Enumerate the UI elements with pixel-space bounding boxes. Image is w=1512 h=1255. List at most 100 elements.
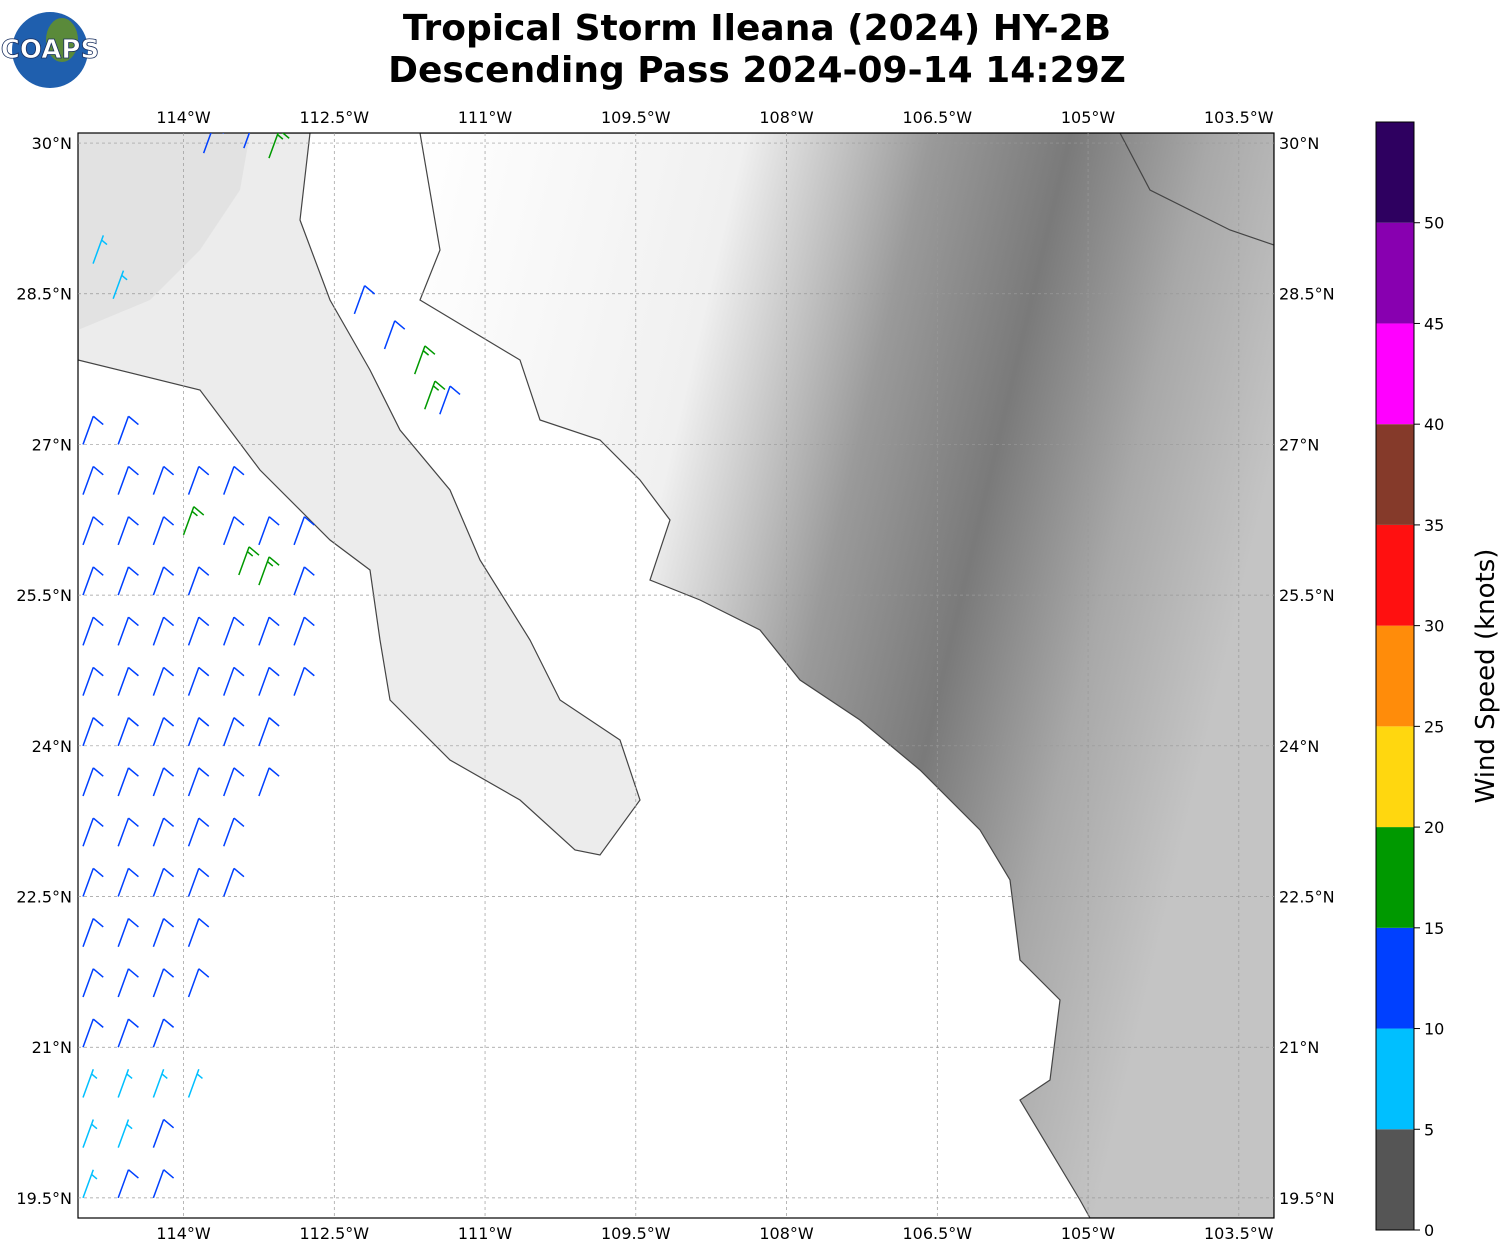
wind-barb: [82, 1119, 98, 1148]
lat-tick-label: 19.5°N: [1279, 1189, 1335, 1208]
colorbar-segment: [1376, 625, 1414, 727]
wind-barb: [439, 385, 461, 415]
lat-tick-label: 22.5°N: [16, 888, 72, 907]
wind-barb: [187, 717, 210, 747]
wind-barb: [268, 133, 290, 159]
wind-barb: [152, 1169, 175, 1199]
wind-barb: [187, 968, 210, 998]
wind-barb: [117, 1119, 133, 1148]
colorbar-tick-label: 30: [1424, 617, 1444, 636]
wind-barb: [82, 767, 104, 797]
wind-barb: [117, 867, 139, 897]
wind-barb: [82, 415, 104, 445]
colorbar-tick-label: 35: [1424, 516, 1444, 535]
wind-barb: [238, 546, 260, 576]
colorbar-tick-label: 0: [1424, 1221, 1434, 1240]
wind-barb: [223, 867, 245, 897]
baja-peninsula: [78, 133, 641, 856]
logo-text: COAPS: [1, 35, 99, 65]
wind-barb: [258, 717, 280, 747]
lon-tick-label: 106.5°W: [902, 1224, 972, 1243]
wind-barb: [187, 1068, 203, 1098]
wind-barb: [82, 566, 104, 596]
wind-barb: [152, 666, 175, 696]
colorbar-segment: [1376, 323, 1414, 425]
lat-tick-label: 25.5°N: [1279, 586, 1335, 605]
lon-tick-label: 109.5°W: [601, 108, 671, 127]
lon-tick-label: 111°W: [458, 1224, 513, 1243]
wind-barb: [223, 717, 245, 747]
wind-barb: [202, 133, 225, 154]
lon-tick-label: 103.5°W: [1204, 108, 1274, 127]
lat-tick-label: 28.5°N: [1279, 285, 1335, 304]
wind-barb: [187, 666, 210, 696]
wind-barb: [152, 1018, 175, 1048]
wind-barb: [223, 616, 245, 646]
wind-barb: [424, 380, 446, 410]
wind-barb: [117, 616, 139, 646]
wind-barb: [187, 616, 210, 646]
wind-barb: [258, 516, 280, 546]
wind-barb: [187, 917, 210, 948]
colorbar-tick-label: 5: [1424, 1120, 1434, 1139]
wind-barb: [187, 465, 210, 495]
wind-barb: [152, 516, 175, 546]
lon-tick-label: 109.5°W: [601, 1224, 671, 1243]
lon-tick-label: 105°W: [1061, 1224, 1116, 1243]
wind-barb: [82, 666, 104, 696]
wind-barb: [293, 666, 315, 696]
wind-barb: [223, 666, 245, 696]
colorbar-segment: [1376, 1129, 1414, 1230]
lat-tick-label: 30°N: [1279, 134, 1319, 153]
wind-barb: [82, 516, 104, 546]
wind-barb: [117, 666, 139, 696]
wind-barb: [82, 1169, 98, 1199]
lat-tick-label: 21°N: [32, 1038, 72, 1057]
colorbar-segment: [1376, 927, 1414, 1029]
lon-tick-label: 105°W: [1061, 108, 1116, 127]
lon-tick-label: 114°W: [156, 1224, 211, 1243]
wind-barb: [223, 516, 245, 546]
wind-barb: [82, 465, 104, 495]
wind-barb: [152, 566, 175, 596]
lat-tick-label: 22.5°N: [1279, 888, 1335, 907]
wind-barb: [152, 867, 175, 897]
wind-barb: [152, 767, 175, 797]
lon-tick-label: 112.5°W: [299, 108, 369, 127]
coastline: [1119, 133, 1274, 246]
wind-barb: [353, 285, 376, 315]
colorbar: 0 5 10 15 20 25 30 35 40 45 50 Wind Speed (knots): [1375, 121, 1501, 1240]
title: Tropical Storm Ileana (2024) HY-2B: [403, 8, 1111, 49]
wind-barb: [112, 270, 128, 300]
colorbar-tick-label: 50: [1424, 214, 1444, 233]
lat-tick-label: 21°N: [1279, 1038, 1319, 1057]
wind-barb: [413, 345, 436, 375]
colorbar-label: Wind Speed (knots): [1471, 549, 1501, 804]
wind-barb: [293, 516, 315, 546]
colorbar-segment: [1376, 122, 1414, 223]
wind-barb: [383, 320, 406, 350]
colorbar-segment: [1376, 1028, 1414, 1130]
wind-barb: [243, 133, 251, 149]
wind-barb: [117, 1169, 139, 1199]
wind-barb: [82, 867, 104, 897]
wind-barb: [117, 717, 139, 747]
wind-barb: [117, 1018, 139, 1048]
mainland: [419, 133, 1274, 1218]
lat-tick-label: 24°N: [1279, 737, 1319, 756]
baja-north: [78, 133, 250, 330]
basemap: [78, 133, 1274, 1218]
lon-tick-label: 112.5°W: [299, 1224, 369, 1243]
wind-barb: [152, 968, 175, 998]
wind-barb: [258, 767, 280, 797]
wind-barb: [258, 666, 280, 696]
colorbar-tick-label: 15: [1424, 919, 1444, 938]
lat-tick-label: 30°N: [32, 134, 72, 153]
colorbar-tick-label: 45: [1424, 314, 1444, 333]
colorbar-segment: [1376, 524, 1414, 626]
wind-barb: [82, 817, 104, 847]
wind-barb: [117, 516, 139, 546]
wind-barb: [82, 1068, 98, 1098]
wind-barb: [152, 1118, 175, 1148]
